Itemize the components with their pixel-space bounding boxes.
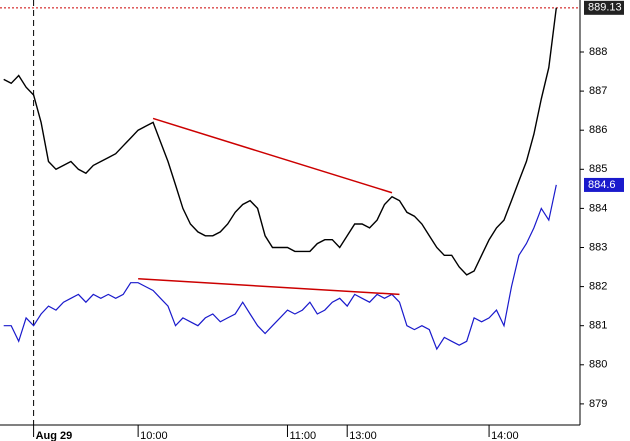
series-line: [3, 184, 557, 351]
last-value-label: 884.6: [588, 179, 616, 191]
y-tick-label: 885: [589, 163, 607, 175]
x-tick-label: 10:00: [140, 430, 168, 441]
last-value-tag: [584, 177, 624, 192]
trend-line: [138, 278, 400, 296]
x-tick-label: 14:00: [491, 430, 519, 441]
y-tick-label: 882: [589, 280, 607, 292]
y-tick-label: 881: [589, 320, 607, 332]
series-line: [3, 7, 557, 276]
y-tick-label: 884: [589, 202, 607, 214]
y-tick-label: 886: [589, 124, 607, 136]
y-tick-label: 888: [589, 46, 607, 58]
last-value-label: 889.13: [588, 2, 622, 14]
trend-line: [152, 117, 393, 194]
x-tick-label: 13:00: [349, 430, 377, 441]
y-tick-label: 887: [589, 85, 607, 97]
y-tick-label: 883: [589, 241, 607, 253]
x-tick-label: Aug 29: [36, 430, 73, 441]
y-tick-label: 880: [589, 359, 607, 371]
y-tick-label: 879: [589, 398, 607, 410]
last-value-tag: [584, 0, 624, 15]
x-tick-label: 11:00: [289, 430, 316, 441]
